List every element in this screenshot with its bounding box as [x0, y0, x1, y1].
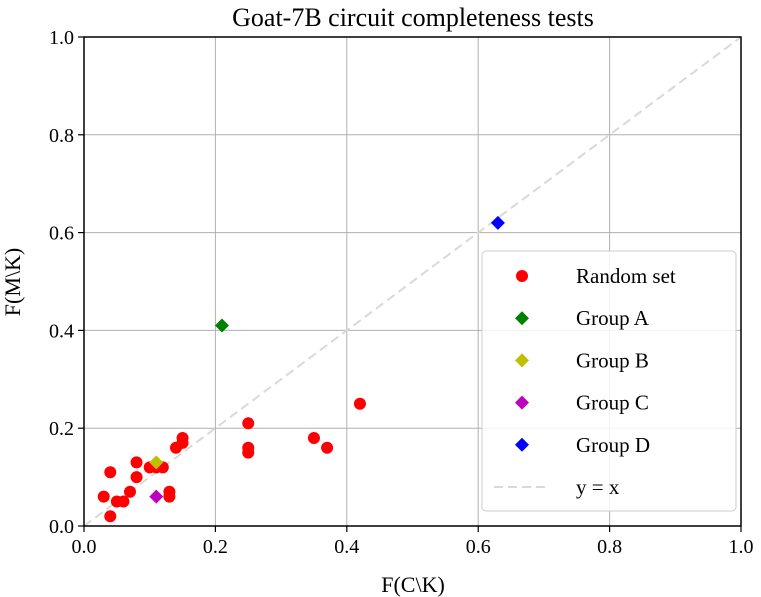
x-tick-label: 0.8 [597, 536, 622, 558]
random-set-point [130, 471, 143, 484]
x-tick-label: 0.2 [203, 536, 228, 558]
random-set-point [104, 466, 117, 479]
random-set-point [353, 397, 366, 410]
x-axis-label: F(C\K) [381, 572, 445, 597]
x-tick-label: 0.6 [466, 536, 491, 558]
legend-label: y = x [576, 475, 620, 499]
x-tick-label: 1.0 [729, 536, 754, 558]
random-set-point [176, 436, 189, 449]
random-set-point [242, 446, 255, 459]
legend-label: Group D [576, 433, 650, 457]
reference-line-group [83, 36, 742, 527]
legend-label: Group C [576, 391, 649, 415]
group-point [149, 455, 164, 470]
random-set-point [321, 441, 334, 454]
y-tick-label: 0.2 [49, 418, 74, 440]
y-tick-label: 0.8 [49, 125, 74, 147]
random-set-point [104, 510, 117, 523]
chart-title: Goat-7B circuit completeness tests [232, 3, 594, 32]
random-set-point [242, 417, 255, 430]
legend-box [481, 250, 737, 512]
random-set-point [123, 485, 136, 498]
random-set-point [307, 431, 320, 444]
y-tick-label: 0.6 [49, 223, 74, 245]
legend-label: Group A [576, 306, 650, 330]
y-tick-label: 0.4 [49, 320, 74, 342]
random-set-point [117, 495, 130, 508]
legend-marker [515, 353, 529, 368]
y-axis-ticks: 0.0 0.2 0.4 0.6 0.8 1.0 [49, 27, 84, 538]
y-axis-label: F(M\K) [0, 248, 25, 316]
legend-label: Group B [576, 348, 649, 372]
group-point [149, 489, 164, 504]
x-tick-label: 0.0 [72, 536, 97, 558]
legend-marker [516, 270, 528, 282]
data-points [97, 215, 505, 523]
legend-marker [515, 395, 529, 410]
plot-frame [83, 36, 742, 527]
y-tick-label: 1.0 [49, 27, 74, 49]
x-axis-ticks: 0.0 0.2 0.4 0.6 0.8 1.0 [72, 526, 754, 558]
group-point [490, 215, 505, 230]
group-point [214, 318, 229, 333]
random-set-point [97, 490, 110, 503]
random-set-point [130, 456, 143, 469]
legend-marker [515, 437, 529, 452]
reference-line [83, 36, 742, 527]
y-tick-label: 0.0 [49, 516, 74, 538]
legend: Random set Group A Group B Group C Group D y … [481, 250, 737, 512]
legend-label: Random set [576, 264, 676, 288]
random-set-point [163, 490, 176, 503]
x-tick-label: 0.4 [334, 536, 359, 558]
legend-marker [515, 311, 529, 326]
